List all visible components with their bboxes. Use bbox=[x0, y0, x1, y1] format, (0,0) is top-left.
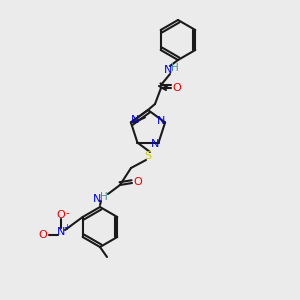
Text: O: O bbox=[39, 230, 47, 240]
Text: N: N bbox=[150, 139, 159, 148]
Text: -: - bbox=[65, 208, 69, 218]
Text: N: N bbox=[57, 227, 65, 237]
Text: S: S bbox=[144, 151, 152, 161]
Text: N: N bbox=[157, 116, 165, 126]
Text: O: O bbox=[172, 83, 182, 93]
Text: H: H bbox=[100, 192, 108, 202]
Text: O: O bbox=[134, 177, 142, 187]
Text: +: + bbox=[64, 224, 70, 232]
Text: N: N bbox=[164, 65, 172, 75]
Text: O: O bbox=[57, 210, 65, 220]
Text: H: H bbox=[171, 63, 179, 73]
Text: N: N bbox=[93, 194, 101, 204]
Text: N: N bbox=[131, 116, 139, 125]
